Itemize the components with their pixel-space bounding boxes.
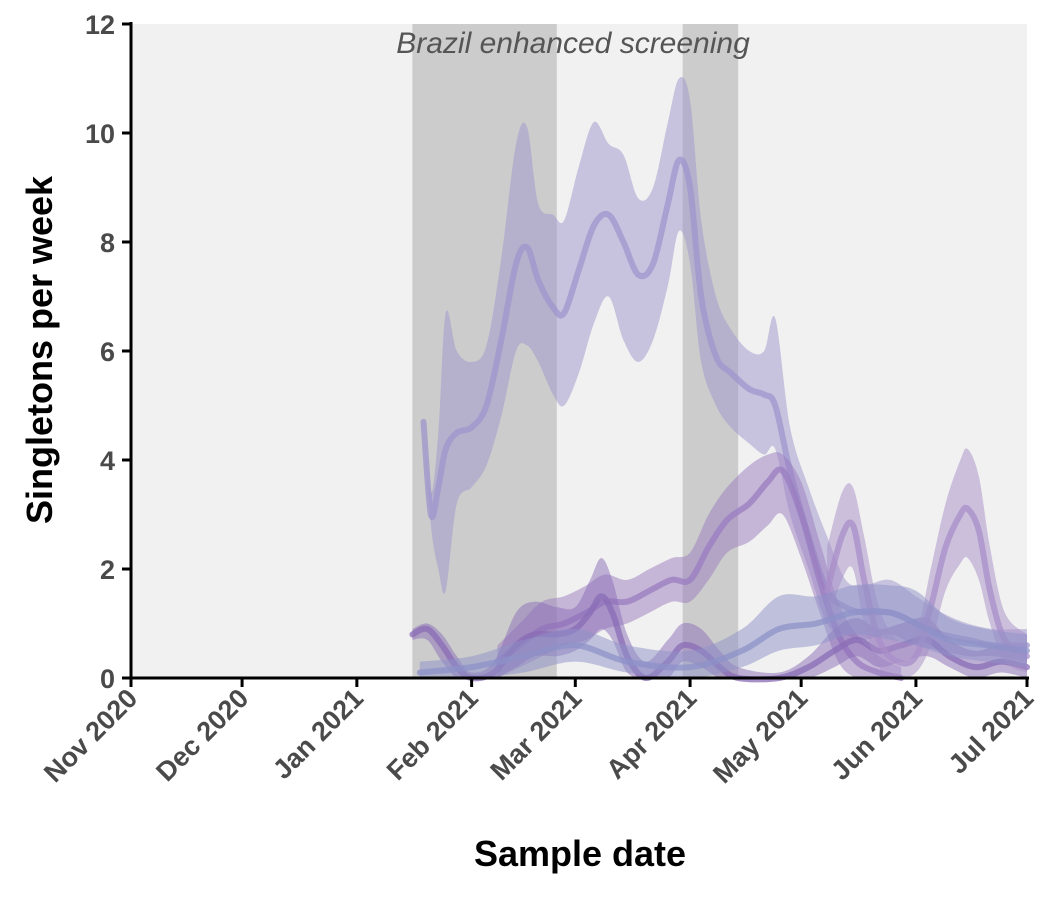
y-tick-label-8: 8 bbox=[100, 228, 115, 258]
y-tick-label-10: 10 bbox=[85, 119, 115, 149]
x-tick-label-2: Dec 2020 bbox=[150, 683, 254, 787]
x-tick-label-5: Mar 2021 bbox=[485, 683, 588, 786]
y-axis-title: Singletons per week bbox=[19, 175, 60, 524]
series-5-line bbox=[416, 608, 1030, 676]
x-tick-label-1: Nov 2020 bbox=[38, 683, 143, 788]
y-tick-label-0: 0 bbox=[100, 664, 115, 694]
x-tick-label-7: May 2021 bbox=[707, 683, 813, 789]
x-tick-label-9: Jul 2021 bbox=[943, 683, 1040, 780]
x-tick-label-8: Jun 2021 bbox=[825, 683, 928, 786]
x-tick-label-3: Jan 2021 bbox=[267, 683, 369, 785]
plot-area bbox=[131, 24, 1030, 683]
y-tick-label-6: 6 bbox=[100, 337, 115, 367]
x-axis-title: Sample date bbox=[474, 833, 686, 874]
y-tick-label-4: 4 bbox=[100, 446, 115, 476]
y-tick-label-2: 2 bbox=[100, 555, 115, 585]
y-tick-label-12: 12 bbox=[85, 10, 115, 40]
x-tick-label-6: Apr 2021 bbox=[600, 683, 702, 785]
annotation-label: Brazil enhanced screening bbox=[396, 27, 750, 60]
series-5-ribbon bbox=[419, 584, 1027, 679]
x-tick-label-4: Feb 2021 bbox=[381, 683, 484, 786]
